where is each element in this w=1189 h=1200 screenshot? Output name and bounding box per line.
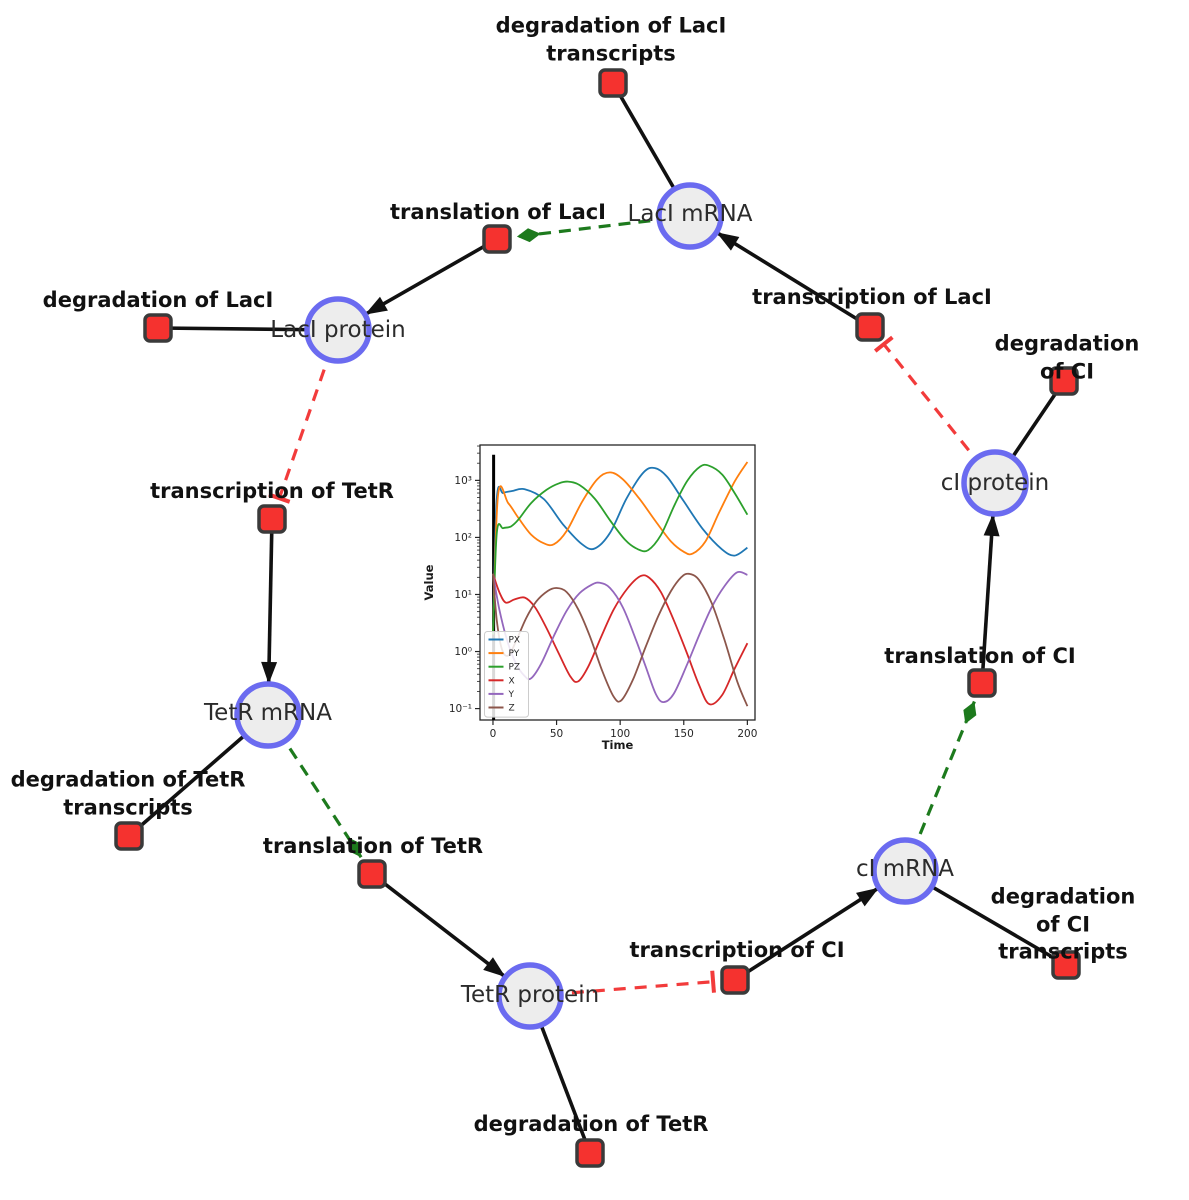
species-node-tetr-mrna [234,681,302,749]
reaction-label-transcription-ci: transcription of CI [629,938,845,963]
chart-ylabel: Value [422,564,436,600]
reaction-label-degradation-ci: degradation of CI [994,331,1140,383]
reaction-node-transcription-ci [720,965,750,995]
species-label-laci-protein: LacI protein [270,316,406,343]
edge-transcription-ci-product [734,887,879,982]
species-label-laci-mrna: LacI mRNA [627,200,753,227]
reaction-node-translation-ci [967,668,997,698]
x-tick-label: 0 [490,728,497,740]
legend-label-PY: PY [509,649,520,659]
reaction-node-degradation-ci-transcripts [1051,950,1081,980]
edge-transcription-tetr-product [261,518,278,684]
y-tick-label: 10³ [454,475,472,487]
reaction-label-translation-ci: translation of CI [884,644,1076,669]
reaction-label-degradation-tetr: degradation of TetR [473,1112,709,1137]
x-tick-label: 50 [550,728,563,740]
reaction-label-degradation-laci-transcripts: degradation of LacI transcripts [495,13,727,65]
reaction-node-degradation-laci-transcripts [598,68,628,98]
y-tick-label: 10² [454,532,472,544]
reaction-label-degradation-tetr-transcripts: degradation of TetR transcripts [10,767,246,819]
chart-axes-layer: 0 50 100 150 200 10⁻¹ 10⁰ 10¹ 10² 10³ PX PY PZ XYZ [449,445,757,740]
inset-timecourse-chart: 0 50 100 150 200 10⁻¹ 10⁰ 10¹ 10² 10³ PX PY PZ XYZ Ti… [422,444,757,752]
reaction-node-translation-laci [482,224,512,254]
species-node-laci-protein [304,296,372,364]
legend-label-PZ: PZ [509,663,521,673]
edge-transcription-laci-product [716,231,871,329]
y-tick-label: 10⁻¹ [449,703,472,715]
x-tick-label: 100 [610,728,630,740]
reaction-node-translation-tetr [357,859,387,889]
species-node-tetr-protein [496,962,564,1030]
edge-translation-laci-product [364,237,498,316]
edge-translation-tetr-product [370,872,506,978]
legend-label-Y: Y [508,690,515,700]
reaction-node-degradation-ci [1049,366,1079,396]
species-label-tetr-protein: TetR protein [460,981,600,1008]
series-PZ-line [492,463,749,635]
y-tick-label: 10¹ [454,589,472,601]
species-node-ci-protein [961,449,1029,517]
y-tick-label: 10⁰ [454,646,472,658]
species-label-tetr-mrna: TetR mRNA [204,699,332,726]
species-label-ci-mrna: cI mRNA [855,855,955,882]
node-layer [114,68,1081,1168]
reaction-node-degradation-tetr [575,1138,605,1168]
species-label-ci-protein: cI protein [940,469,1050,496]
chart-legend-box [484,631,529,718]
series-PX-line [492,466,748,635]
legend-label-PX: PX [509,636,521,646]
species-node-laci-mrna [656,182,724,250]
reaction-label-degradation-laci: degradation of LacI [42,288,274,313]
reaction-node-degradation-laci [143,313,173,343]
reaction-label-translation-laci: translation of LacI [390,200,606,225]
reaction-node-transcription-tetr [257,504,287,534]
legend-label-X: X [509,676,515,686]
reaction-node-transcription-laci [855,312,885,342]
x-tick-label: 150 [674,728,694,740]
x-tick-label: 200 [737,728,757,740]
reaction-node-degradation-tetr-transcripts [114,821,144,851]
edge-translation-ci-product [980,513,1000,684]
legend-label-Z: Z [509,704,515,714]
chart-xlabel: Time [602,738,634,752]
reaction-label-transcription-laci: transcription of LacI [752,285,992,310]
reaction-label-degradation-ci-transcripts: degradation of CI transcripts [990,884,1136,964]
reaction-label-translation-tetr: translation of TetR [262,834,484,859]
series-PY-line [492,461,749,635]
series-X-line [492,573,749,706]
reaction-label-transcription-tetr: transcription of TetR [150,479,394,504]
species-node-ci-mrna [871,837,939,905]
